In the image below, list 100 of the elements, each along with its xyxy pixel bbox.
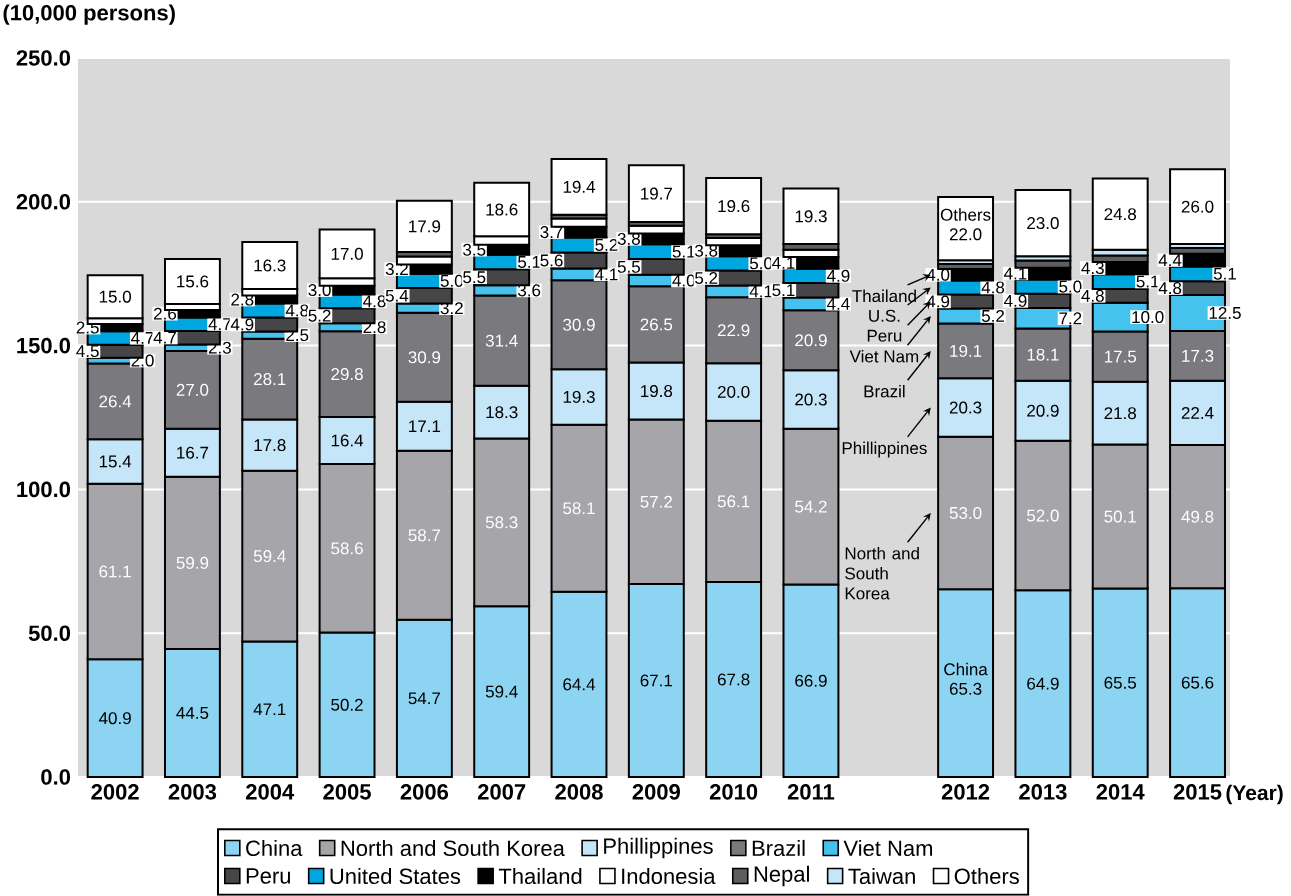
data-label: 17.9 <box>409 220 441 233</box>
data-label: 17.8 <box>254 439 286 452</box>
data-label: 16.3 <box>254 259 286 272</box>
data-label: 20.3 <box>949 401 982 414</box>
data-label: 54.2 <box>795 500 827 513</box>
bar <box>550 158 608 216</box>
data-label: 57.2 <box>640 495 672 508</box>
data-label: 5.2 <box>695 272 718 285</box>
data-label: 5.2 <box>308 309 331 322</box>
data-label: 4.1 <box>772 257 795 269</box>
data-label: 4.1 <box>595 268 618 281</box>
data-label: 17.5 <box>1104 350 1137 363</box>
data-label: 16.7 <box>177 446 209 459</box>
data-label: 22.4 <box>1181 407 1214 419</box>
data-label: 5.4 <box>385 290 409 302</box>
data-label: 4.9 <box>1004 295 1027 308</box>
data-label: 50.2 <box>331 698 363 711</box>
data-label: 12.5 <box>1209 307 1241 320</box>
y-tick-label: 0.0 <box>41 769 71 785</box>
annotation: Phillippines <box>842 441 927 458</box>
data-label: 5.1 <box>518 256 541 269</box>
data-label: 5.2 <box>595 239 618 252</box>
data-label: 5.1 <box>1213 268 1236 280</box>
data-label: 64.9 <box>1027 677 1059 690</box>
data-label: 52.0 <box>1027 509 1059 522</box>
data-label: 5.5 <box>463 271 486 284</box>
data-label: 4.8 <box>1158 282 1182 295</box>
data-label: 4.8 <box>1081 290 1104 303</box>
legend-label: Viet Nam <box>843 840 933 857</box>
data-label: 65.3 <box>949 683 982 696</box>
annotation: Viet Nam <box>849 350 919 363</box>
data-label: 19.8 <box>641 385 673 398</box>
data-label: 59.4 <box>253 550 286 563</box>
y-tick-label: 100.0 <box>17 481 71 498</box>
data-label: 26.0 <box>1181 200 1214 213</box>
legend-label: Nepal <box>754 865 809 887</box>
annotation: North and South Korea <box>845 547 919 600</box>
data-label: 17.3 <box>1182 349 1214 362</box>
data-label: 4.8 <box>363 295 386 308</box>
legend-label: North and South Korea <box>341 840 565 857</box>
annotation: U.S. <box>869 309 900 322</box>
annotation: China <box>944 663 988 676</box>
data-label: 4.1 <box>1004 267 1027 280</box>
data-label: 4.7 <box>153 332 176 344</box>
data-label: 67.8 <box>717 673 750 686</box>
data-label: 67.1 <box>640 674 673 687</box>
data-label: 19.3 <box>795 210 827 223</box>
data-label: 58.7 <box>408 529 441 542</box>
data-label: 58.1 <box>563 502 595 515</box>
data-label: 56.1 <box>717 495 750 508</box>
bar <box>1169 168 1226 246</box>
data-label: 66.9 <box>795 674 827 687</box>
data-label: 3.8 <box>617 233 640 246</box>
data-label: 59.9 <box>176 557 209 570</box>
x-tick-label: 2015 <box>1173 784 1222 800</box>
data-label: 23.0 <box>1027 217 1059 230</box>
legend-label: Peru <box>246 868 290 884</box>
data-label: 16.4 <box>331 434 364 447</box>
legend-label: Brazil <box>752 840 805 857</box>
data-label: 15.0 <box>99 290 131 303</box>
data-label: 4.9 <box>826 270 850 283</box>
data-label: 5.1 <box>772 284 795 297</box>
x-tick-label: 2008 <box>555 784 603 800</box>
data-label: 65.5 <box>1104 676 1137 689</box>
data-label: 4.7 <box>208 318 231 331</box>
annotation: Peru <box>867 330 902 342</box>
legend-label: Thailand <box>498 868 582 885</box>
data-label: 10.0 <box>1132 311 1164 324</box>
annotation: Others <box>940 208 991 221</box>
data-label: 15.4 <box>99 455 132 468</box>
data-label: 18.3 <box>486 406 518 419</box>
data-label: 22.9 <box>717 324 750 337</box>
data-label: 4.4 <box>826 298 850 310</box>
data-label: 58.3 <box>485 516 518 529</box>
annotation: Thailand <box>852 289 916 303</box>
legend-label: China <box>246 840 303 857</box>
bar <box>937 196 995 262</box>
x-axis-title: (Year) <box>1226 784 1283 805</box>
data-label: 18.1 <box>1027 348 1059 361</box>
data-label: 5.2 <box>981 310 1004 323</box>
data-label: 21.8 <box>1104 407 1137 420</box>
data-label: 26.4 <box>99 395 132 408</box>
data-label: 65.6 <box>1181 676 1214 689</box>
data-label: 5.0 <box>1059 280 1082 293</box>
legend-label: Indonesia <box>622 868 716 885</box>
data-label: 27.0 <box>176 384 209 397</box>
data-label: 30.9 <box>563 318 595 331</box>
y-tick-label: 50.0 <box>28 625 71 642</box>
data-label: 26.5 <box>640 318 673 331</box>
x-tick-label: 2005 <box>323 784 371 800</box>
data-label: 20.3 <box>795 393 827 406</box>
x-tick-label: 2011 <box>787 784 835 800</box>
x-tick-label: 2004 <box>246 784 295 800</box>
data-label: 4.9 <box>230 318 254 331</box>
data-label: 4.8 <box>981 281 1005 294</box>
data-label: 50.1 <box>1104 510 1136 523</box>
y-axis-title: (10,000 persons) <box>3 4 175 26</box>
x-tick-label: 2014 <box>1096 784 1145 800</box>
data-label: 58.6 <box>331 542 363 555</box>
x-tick-label: 2003 <box>168 784 217 800</box>
